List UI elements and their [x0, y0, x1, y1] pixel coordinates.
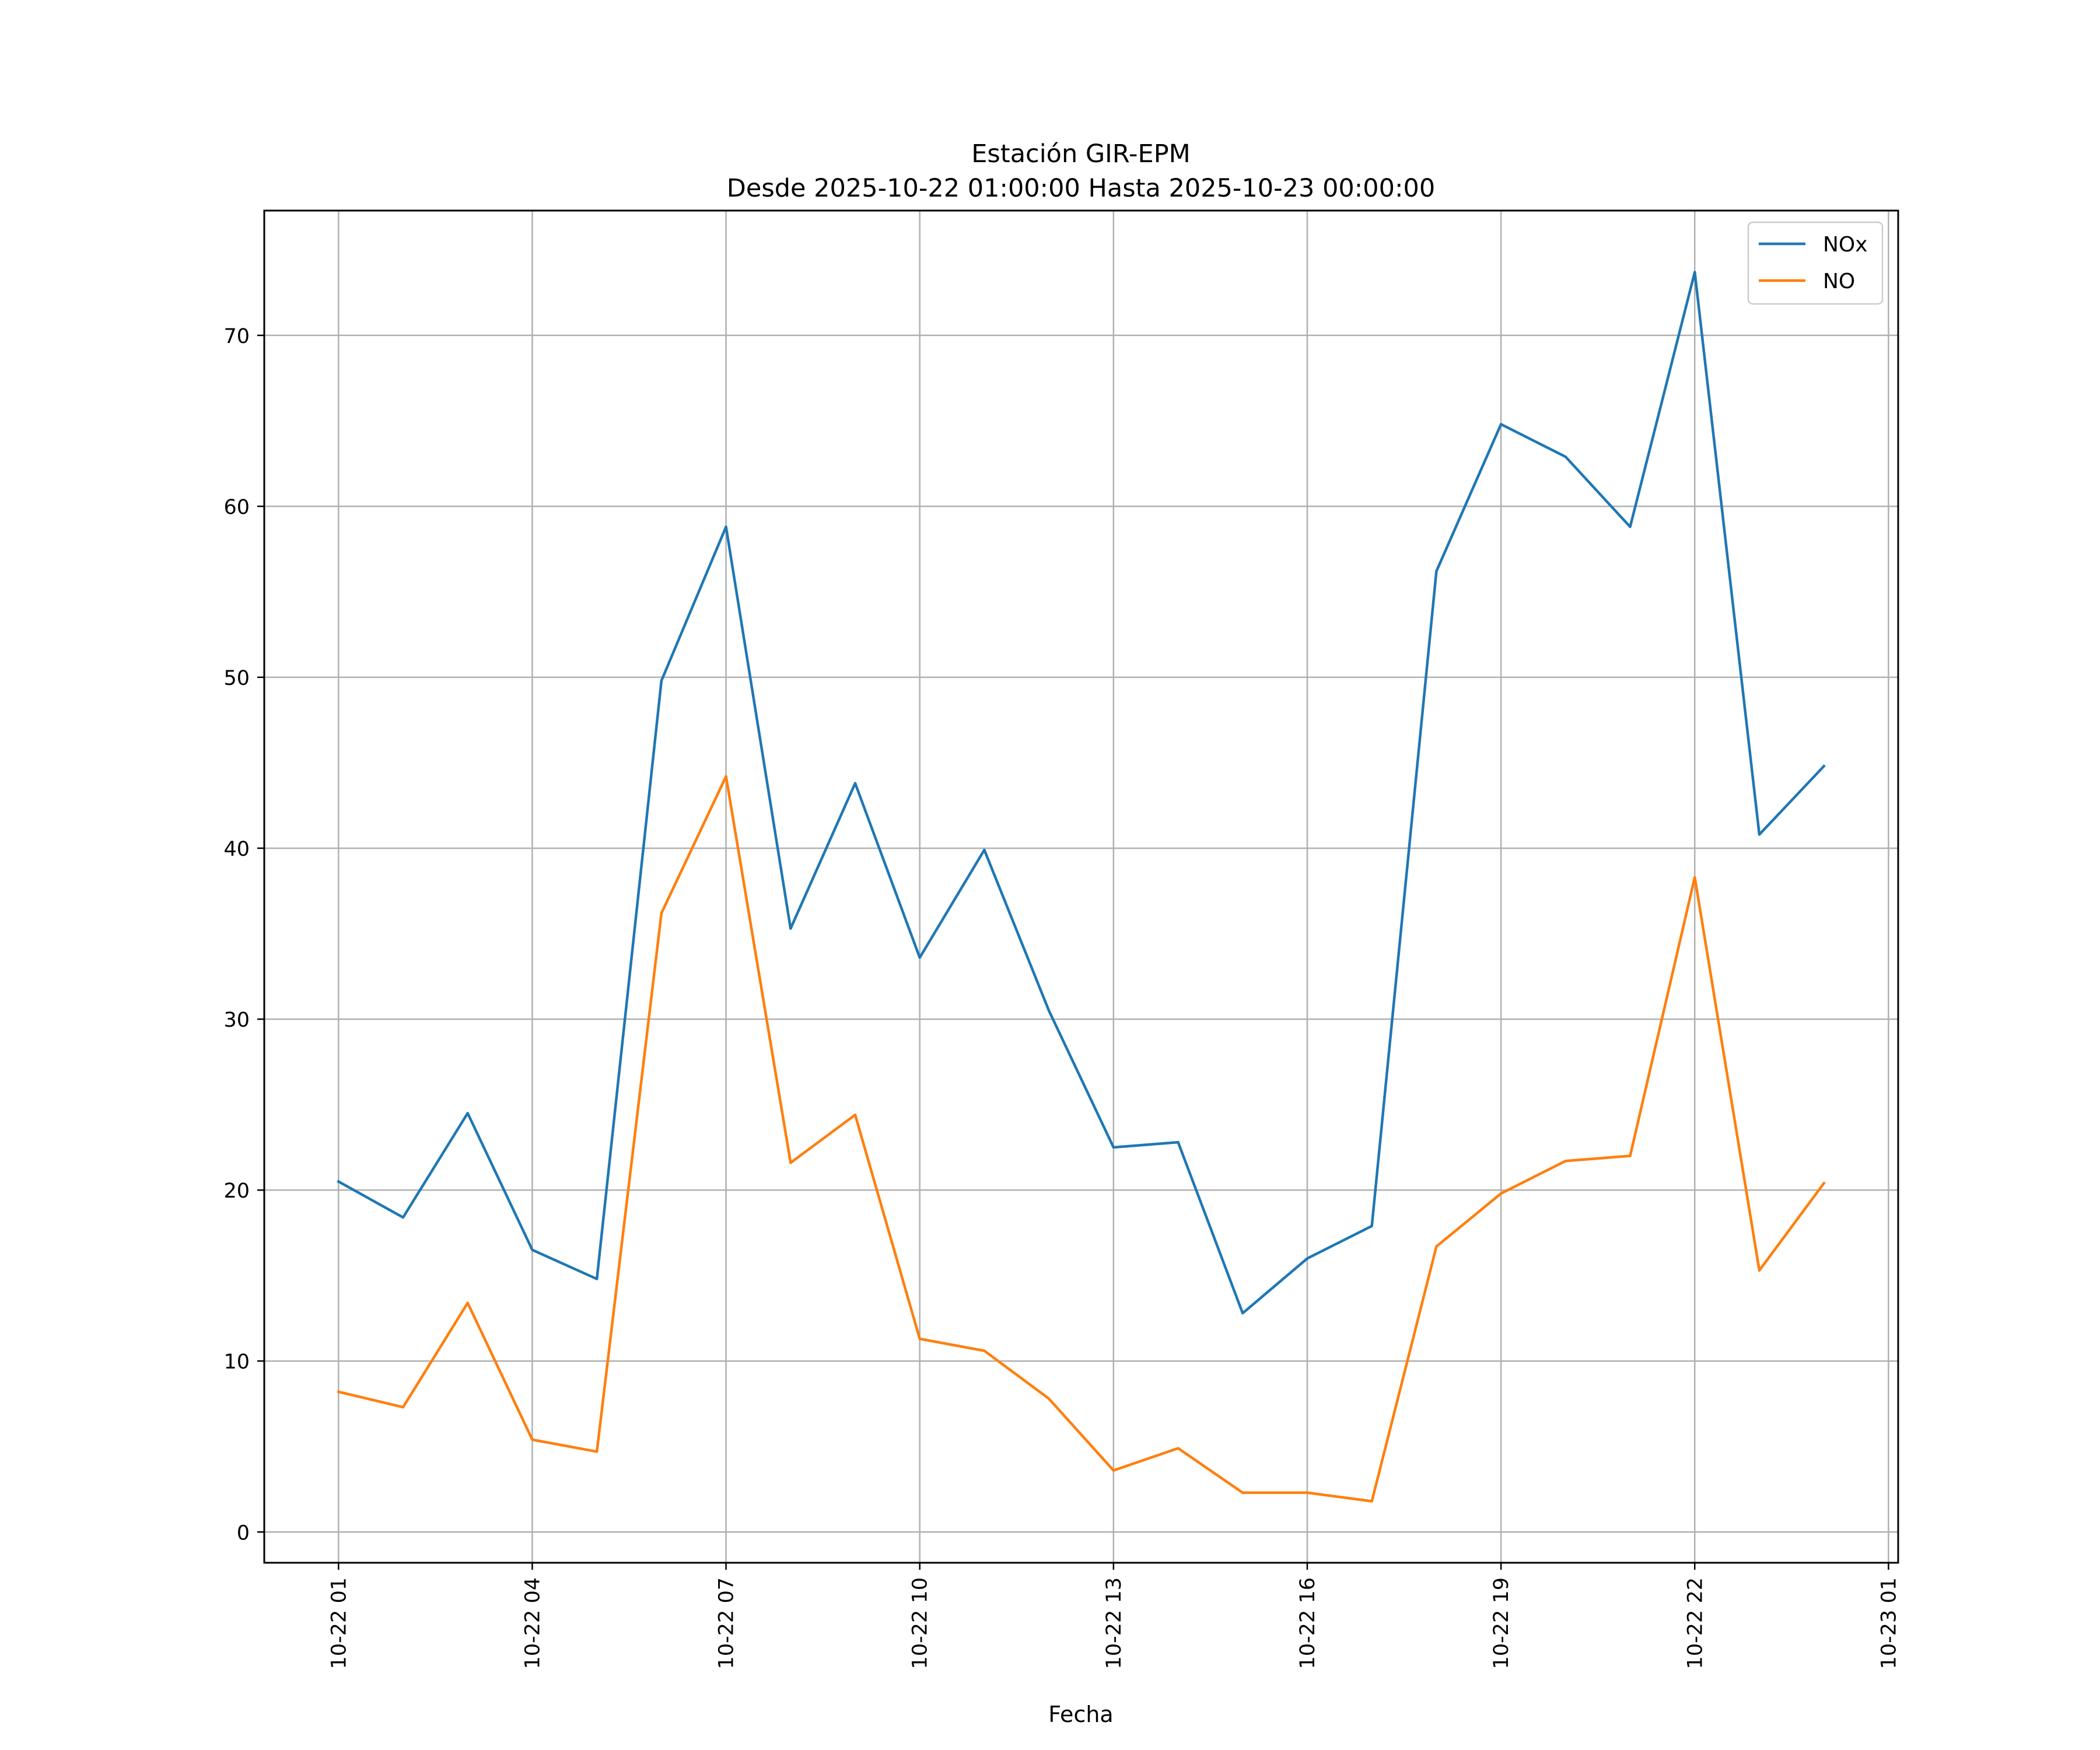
legend-label-no: NO — [1823, 270, 1855, 293]
data-point-nox — [660, 679, 663, 682]
data-point-no — [337, 1390, 340, 1393]
series-line-nox — [337, 271, 1826, 1315]
data-point-nox — [1758, 833, 1760, 836]
x-tick-label: 10-23 01 — [1877, 1577, 1901, 1669]
data-point-no — [660, 912, 663, 915]
data-point-no — [402, 1406, 405, 1409]
data-point-no — [466, 1301, 469, 1304]
y-tick-label: 40 — [223, 838, 250, 861]
data-point-no — [789, 1161, 792, 1164]
data-point-nox — [531, 1248, 534, 1251]
data-point-nox — [1177, 1141, 1180, 1144]
y-tick-label: 20 — [223, 1180, 250, 1203]
data-point-nox — [1241, 1312, 1244, 1315]
y-tick-label: 50 — [223, 667, 250, 690]
data-point-nox — [1693, 271, 1696, 274]
data-point-nox — [1048, 1009, 1051, 1012]
chart-title: Estación GIR-EPM — [971, 139, 1190, 169]
data-point-nox — [854, 782, 857, 785]
data-point-nox — [1435, 570, 1438, 573]
data-point-nox — [337, 1180, 340, 1183]
chart-subtitle: Desde 2025-10-22 01:00:00 Hasta 2025-10-… — [727, 174, 1435, 203]
data-point-nox — [1500, 423, 1503, 426]
data-point-no — [1822, 1182, 1825, 1185]
data-point-nox — [1112, 1146, 1115, 1149]
x-tick-label: 10-22 01 — [327, 1577, 351, 1669]
data-point-nox — [1564, 455, 1567, 458]
data-point-no — [1370, 1500, 1373, 1503]
x-tick-label: 10-22 13 — [1102, 1577, 1126, 1669]
data-point-nox — [596, 1278, 598, 1280]
series-line-no — [337, 775, 1826, 1503]
data-point-nox — [402, 1216, 405, 1219]
data-point-no — [1435, 1245, 1438, 1248]
data-point-nox — [1370, 1224, 1373, 1227]
data-point-no — [1693, 876, 1696, 878]
data-point-no — [1112, 1469, 1115, 1472]
data-point-nox — [1629, 526, 1632, 528]
data-point-nox — [789, 927, 792, 930]
data-point-nox — [466, 1112, 469, 1115]
data-point-no — [1500, 1192, 1503, 1195]
data-point-nox — [724, 526, 727, 528]
data-point-nox — [1306, 1257, 1308, 1260]
data-point-no — [531, 1438, 534, 1441]
grid — [264, 211, 1898, 1563]
series-lines — [337, 271, 1826, 1503]
data-point-no — [724, 775, 727, 778]
data-point-no — [1564, 1160, 1567, 1163]
y-axis: 0 10 20 30 40 50 60 70 — [223, 325, 264, 1545]
y-tick-label: 60 — [223, 496, 250, 519]
x-tick-label: 10-22 16 — [1296, 1577, 1320, 1669]
x-tick-label: 10-22 07 — [715, 1577, 738, 1669]
x-tick-label: 10-22 19 — [1490, 1577, 1513, 1669]
y-tick-label: 30 — [223, 1009, 250, 1032]
y-tick-label: 70 — [223, 325, 250, 348]
plot-frame — [263, 209, 1899, 1564]
data-point-nox — [983, 848, 986, 851]
x-tick-label: 10-22 10 — [909, 1577, 932, 1669]
y-tick-label: 10 — [223, 1350, 250, 1374]
data-point-nox — [1822, 765, 1825, 768]
x-axis: 10-22 01 10-22 04 10-22 07 10-22 10 10-22 13… — [327, 1563, 1901, 1669]
data-point-no — [1629, 1154, 1632, 1157]
data-point-no — [1306, 1491, 1308, 1494]
legend: NOx NO — [1747, 221, 1884, 305]
legend-label-nox: NOx — [1823, 233, 1868, 257]
data-point-no — [918, 1338, 921, 1340]
data-point-nox — [918, 956, 921, 959]
y-tick-label: 0 — [237, 1521, 250, 1545]
x-tick-label: 10-22 04 — [521, 1577, 544, 1669]
data-point-no — [1048, 1397, 1051, 1400]
x-axis-label: Fecha — [1048, 1702, 1113, 1727]
x-tick-label: 10-22 22 — [1684, 1577, 1707, 1669]
data-point-no — [596, 1450, 598, 1453]
data-point-no — [983, 1349, 986, 1352]
data-point-no — [854, 1114, 857, 1116]
data-point-no — [1177, 1447, 1180, 1450]
data-point-no — [1241, 1491, 1244, 1494]
data-point-no — [1758, 1269, 1760, 1272]
